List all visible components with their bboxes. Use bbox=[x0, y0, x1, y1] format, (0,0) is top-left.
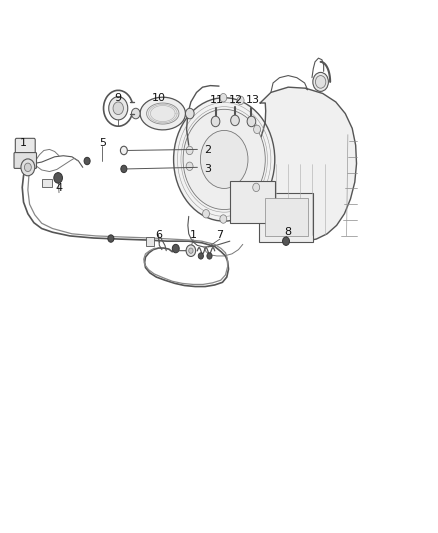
Polygon shape bbox=[147, 103, 179, 124]
FancyBboxPatch shape bbox=[14, 152, 36, 168]
Circle shape bbox=[247, 116, 256, 127]
Text: 8: 8 bbox=[285, 227, 292, 237]
Circle shape bbox=[25, 163, 32, 172]
Circle shape bbox=[183, 109, 265, 209]
FancyBboxPatch shape bbox=[259, 192, 313, 242]
Circle shape bbox=[253, 183, 260, 191]
Circle shape bbox=[113, 102, 124, 115]
Circle shape bbox=[54, 173, 63, 183]
Circle shape bbox=[211, 116, 220, 127]
Circle shape bbox=[131, 108, 140, 119]
Text: 11: 11 bbox=[210, 95, 224, 106]
Circle shape bbox=[237, 96, 244, 104]
Circle shape bbox=[186, 245, 196, 256]
Polygon shape bbox=[140, 97, 185, 130]
Text: 13: 13 bbox=[246, 95, 260, 106]
Text: 7: 7 bbox=[216, 230, 223, 240]
Circle shape bbox=[207, 253, 212, 259]
Text: 1: 1 bbox=[20, 138, 27, 148]
FancyBboxPatch shape bbox=[42, 180, 52, 187]
Text: 12: 12 bbox=[229, 95, 244, 106]
FancyBboxPatch shape bbox=[15, 139, 35, 157]
Circle shape bbox=[173, 98, 275, 221]
Polygon shape bbox=[254, 87, 357, 241]
Circle shape bbox=[198, 253, 203, 259]
Circle shape bbox=[315, 76, 326, 88]
Circle shape bbox=[108, 235, 114, 242]
Circle shape bbox=[121, 165, 127, 173]
Circle shape bbox=[21, 159, 35, 176]
Circle shape bbox=[313, 72, 328, 91]
Circle shape bbox=[185, 108, 194, 119]
Circle shape bbox=[283, 237, 290, 245]
Circle shape bbox=[186, 162, 193, 171]
Text: 5: 5 bbox=[99, 138, 106, 148]
FancyBboxPatch shape bbox=[230, 181, 275, 223]
Circle shape bbox=[231, 115, 239, 126]
Circle shape bbox=[120, 146, 127, 155]
Circle shape bbox=[186, 146, 193, 155]
Text: 4: 4 bbox=[56, 183, 63, 193]
Text: 9: 9 bbox=[114, 93, 121, 103]
Text: 3: 3 bbox=[204, 164, 211, 174]
Text: 2: 2 bbox=[204, 146, 211, 156]
Text: 6: 6 bbox=[155, 230, 162, 240]
Circle shape bbox=[189, 248, 193, 253]
Circle shape bbox=[109, 96, 128, 120]
Circle shape bbox=[220, 215, 227, 223]
Circle shape bbox=[202, 209, 209, 218]
Circle shape bbox=[84, 157, 90, 165]
Circle shape bbox=[254, 125, 261, 134]
Circle shape bbox=[220, 93, 227, 102]
Text: 1: 1 bbox=[190, 230, 197, 240]
FancyBboxPatch shape bbox=[265, 198, 307, 237]
FancyBboxPatch shape bbox=[146, 238, 154, 246]
Text: 10: 10 bbox=[152, 93, 166, 103]
Circle shape bbox=[201, 131, 248, 189]
Circle shape bbox=[172, 244, 179, 253]
